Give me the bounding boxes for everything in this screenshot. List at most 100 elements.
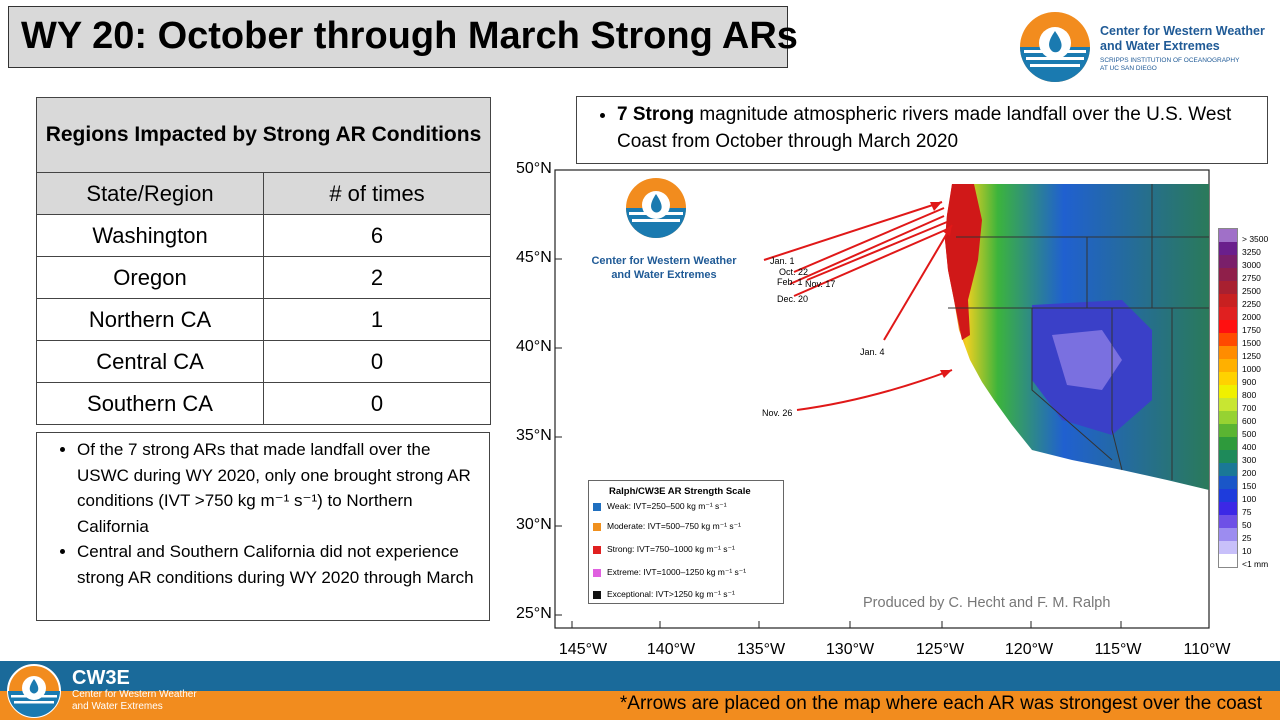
logo-line-1: Center for Western Weather (1100, 24, 1265, 38)
lat-label: 25°N (516, 605, 552, 622)
count-cell: 0 (263, 382, 491, 425)
footer-sub-line-2: and Water Extremes (72, 701, 163, 712)
title-banner: WY 20: October through March Strong ARs (8, 6, 798, 68)
arrow-feb1 (789, 215, 945, 285)
colorbar-swatch (1219, 424, 1237, 437)
colorbar-swatch (1219, 268, 1237, 281)
map-logo-line-1: Center for Western Weather (591, 255, 737, 267)
footer-blue-band (0, 661, 1280, 691)
colorbar-label: 100 (1242, 494, 1257, 504)
colorbar-swatch (1219, 398, 1237, 411)
footnote: *Arrows are placed on the map where each… (619, 693, 1262, 714)
lon-label: 135°W (736, 641, 786, 658)
lon-label: 145°W (558, 641, 608, 658)
precip-colorbar (1218, 228, 1238, 568)
map-credit: Produced by C. Hecht and F. M. Ralph (863, 595, 1111, 611)
colorbar-label: 50 (1242, 520, 1252, 530)
colorbar-swatch (1219, 346, 1237, 359)
lon-label: 120°W (1004, 641, 1054, 658)
colorbar-label: 2500 (1242, 286, 1261, 296)
colorbar-label: 500 (1242, 429, 1257, 439)
region-cell: Oregon (36, 256, 264, 299)
colorbar-label: 3250 (1242, 247, 1261, 257)
coastal-band (945, 184, 982, 340)
lon-label: 130°W (825, 641, 875, 658)
colorbar-label: 1000 (1242, 364, 1261, 374)
table-row: Northern CA 1 (36, 298, 491, 341)
colorbar-swatch (1219, 359, 1237, 372)
colorbar-label: 2000 (1242, 312, 1261, 322)
lon-label: 140°W (646, 641, 696, 658)
colorbar-label: 75 (1242, 507, 1252, 517)
colorbar-label: 1500 (1242, 338, 1261, 348)
colorbar-swatch (1219, 489, 1237, 502)
colorbar-swatch (1219, 255, 1237, 268)
legend-label: Extreme: IVT=1000–1250 kg m⁻¹ s⁻¹ (607, 567, 747, 577)
colorbar-swatch (1219, 528, 1237, 541)
water-drop-logo-icon (1020, 12, 1090, 82)
colorbar-swatch (1219, 307, 1237, 320)
colorbar-swatch (1219, 281, 1237, 294)
colorbar-label: 600 (1242, 416, 1257, 426)
ivt-map (554, 169, 1210, 629)
count-cell: 1 (263, 298, 491, 341)
colorbar-label: 10 (1242, 546, 1252, 556)
map-logo-text: Center for Western Weather and Water Ext… (586, 254, 742, 282)
colorbar-label: <1 mm (1242, 559, 1269, 569)
legend-swatch (593, 590, 601, 599)
colorbar-swatch (1219, 476, 1237, 489)
lat-label: 30°N (516, 516, 552, 533)
map-logo-line-2: and Water Extremes (611, 269, 717, 281)
basin-low-area (1052, 330, 1122, 390)
map-logo-icon (626, 178, 686, 238)
footer-brand-sub: Center for Western Weather and Water Ext… (72, 689, 197, 713)
count-cell: 2 (263, 256, 491, 299)
count-cell: 0 (263, 340, 491, 383)
ar-arrows (763, 201, 953, 411)
column-header-count: # of times (263, 172, 491, 215)
count-cell: 6 (263, 214, 491, 257)
lat-label: 50°N (516, 160, 552, 177)
region-cell: Northern CA (36, 298, 264, 341)
legend-swatch (593, 522, 601, 531)
legend-title: Ralph/CW3E AR Strength Scale (609, 486, 751, 497)
colorbar-swatch (1219, 242, 1237, 255)
ar-date-label: Nov. 17 (805, 279, 836, 289)
lon-label: 125°W (915, 641, 965, 658)
arrowhead (940, 370, 952, 378)
logo-line-4: AT UC SAN DIEGO (1100, 65, 1157, 72)
arrow-nov17 (806, 221, 948, 281)
arrow-dec20 (793, 227, 951, 297)
table-header: Regions Impacted by Strong AR Conditions (36, 97, 491, 173)
colorbar-swatch (1219, 294, 1237, 307)
colorbar-swatch (1219, 541, 1237, 554)
colorbar-label: > 3500 (1242, 234, 1269, 244)
logo-line-3: SCRIPPS INSTITUTION OF OCEANOGRAPHY (1100, 57, 1240, 64)
colorbar-swatch (1219, 411, 1237, 424)
ar-date-label: Jan. 1 (770, 256, 795, 266)
summary-bold: 7 Strong (617, 104, 695, 125)
colorbar-label: 1750 (1242, 325, 1261, 335)
table-row: Central CA 0 (36, 340, 491, 383)
colorbar-label: 300 (1242, 455, 1257, 465)
arrowhead (930, 202, 942, 211)
colorbar-swatch (1219, 385, 1237, 398)
ar-date-label: Nov. 26 (762, 408, 793, 418)
ar-date-label: Oct. 22 (779, 267, 809, 277)
colorbar-swatch (1219, 463, 1237, 476)
colorbar-swatch (1219, 437, 1237, 450)
arrow-oct22 (793, 207, 945, 273)
summary-item: 7 Strong magnitude atmospheric rivers ma… (617, 101, 1259, 155)
legend-label: Weak: IVT=250–500 kg m⁻¹ s⁻¹ (607, 501, 727, 511)
colorbar-label: 900 (1242, 377, 1257, 387)
ar-date-label: Jan. 4 (860, 347, 885, 357)
region-cell: Washington (36, 214, 264, 257)
map-ticks (555, 169, 1210, 628)
notes-box: Of the 7 strong ARs that made landfall o… (36, 432, 490, 621)
colorbar-label: 700 (1242, 403, 1257, 413)
colorbar-swatch (1219, 450, 1237, 463)
ar-strength-legend: Ralph/CW3E AR Strength Scale Weak: IVT=2… (588, 480, 784, 604)
table-row: Southern CA 0 (36, 382, 491, 425)
legend-label: Strong: IVT=750–1000 kg m⁻¹ s⁻¹ (607, 544, 735, 554)
lon-label: 115°W (1094, 641, 1142, 658)
